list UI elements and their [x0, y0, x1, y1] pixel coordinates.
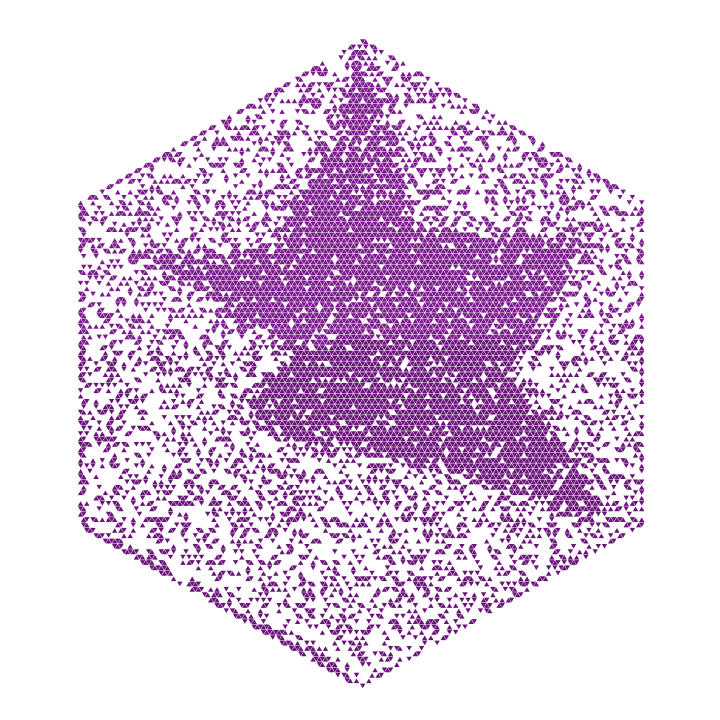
- triangle-tiles-a: [77, 39, 645, 345]
- triangle-tiles-layer: [77, 39, 645, 689]
- triangle-tiles-b: [77, 339, 645, 689]
